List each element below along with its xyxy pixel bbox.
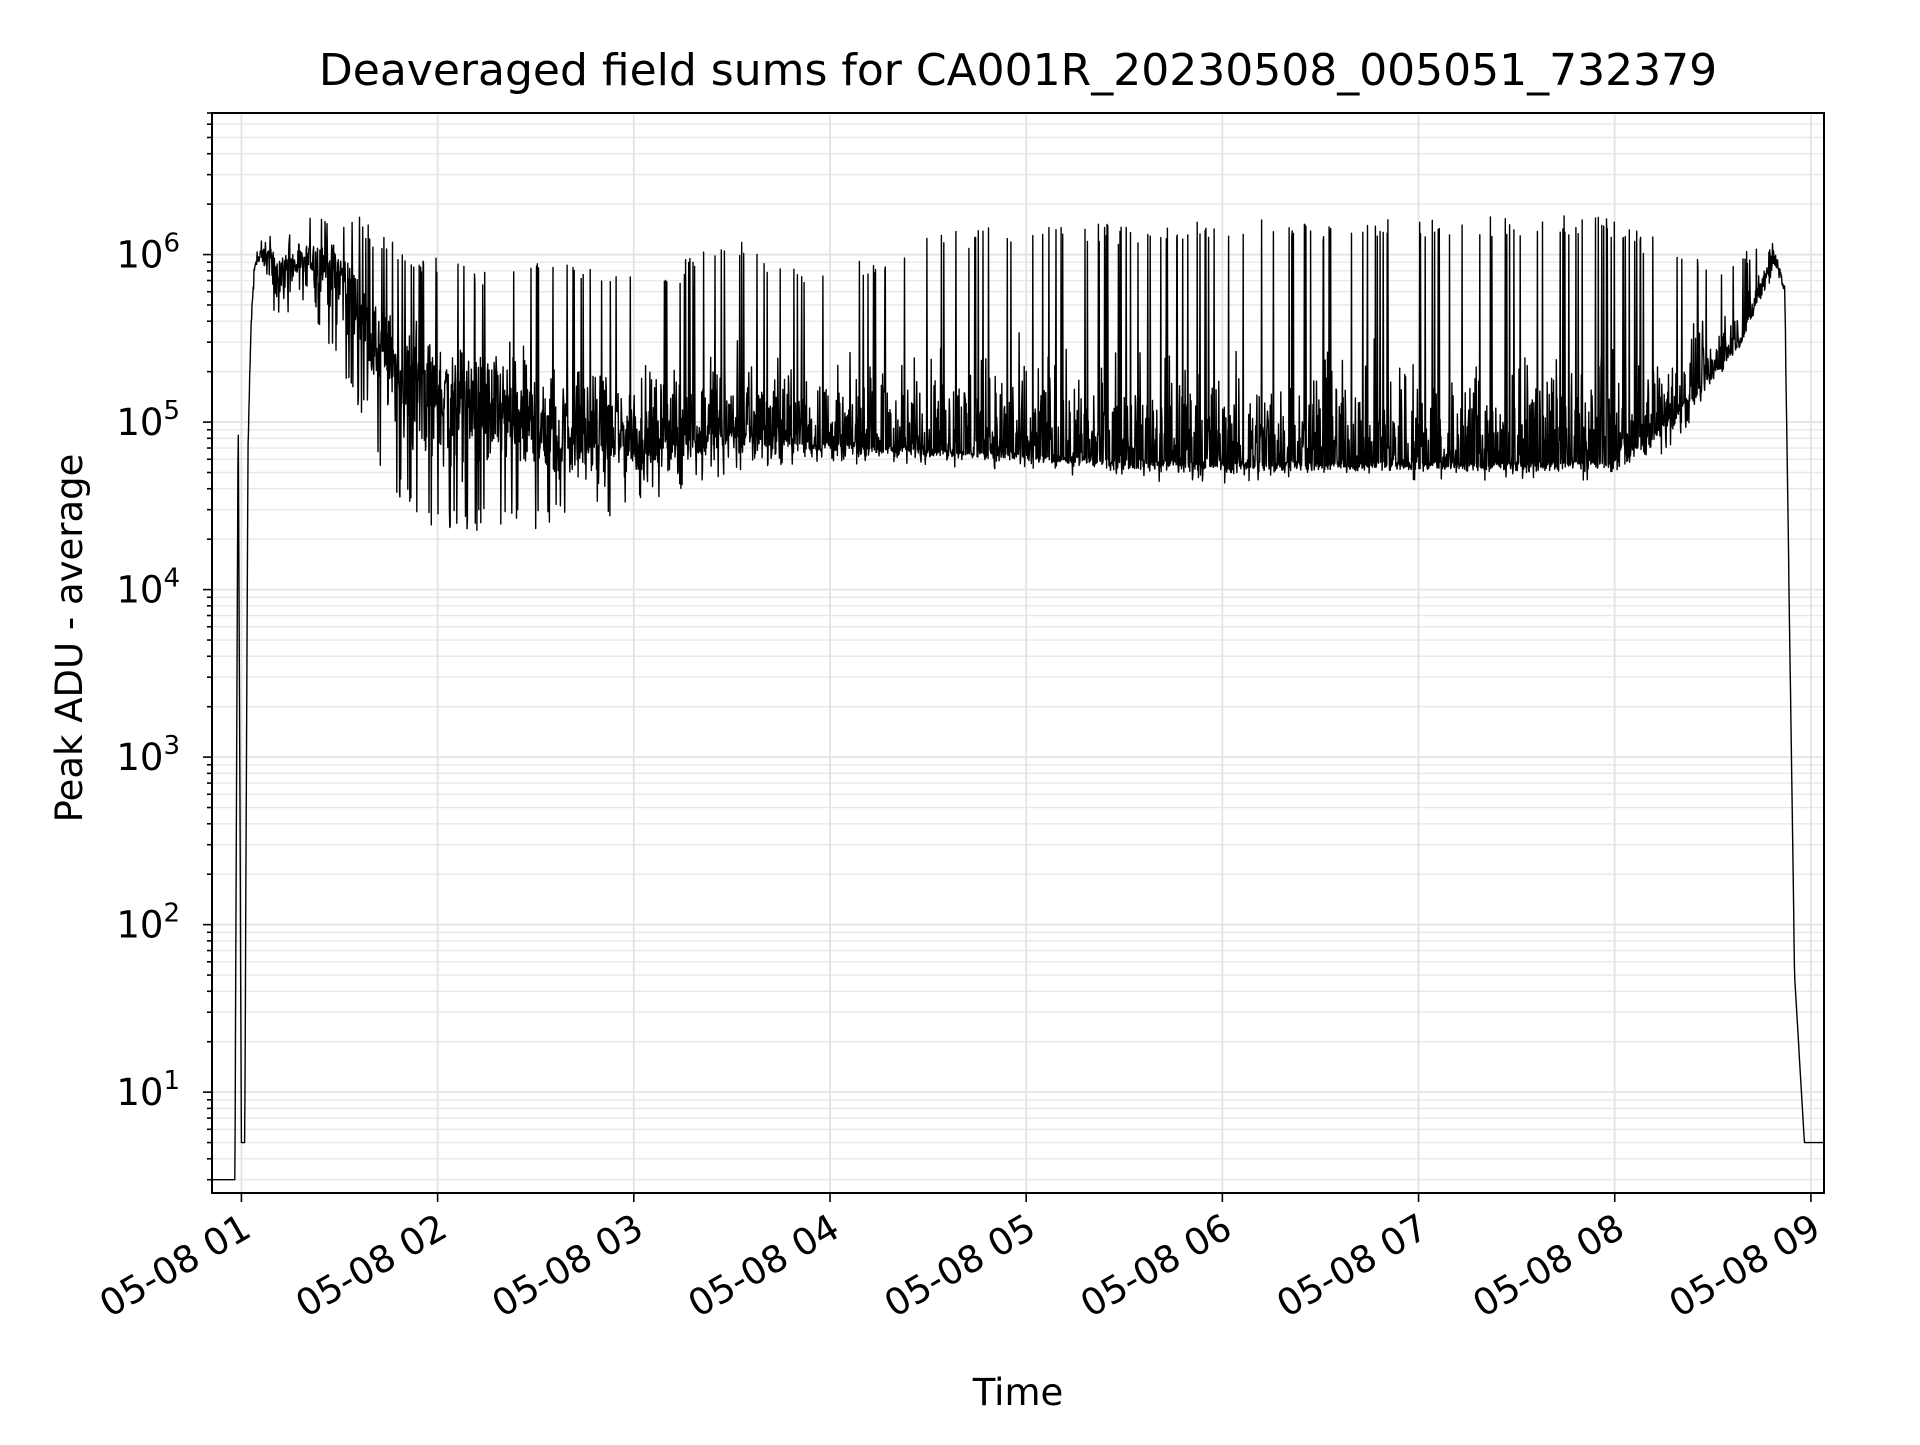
y-tick-label: 106 — [116, 229, 180, 277]
x-tick-label: 05-08 09 — [1662, 1206, 1828, 1326]
y-tick-label: 105 — [116, 396, 180, 444]
chart-title: Deaveraged field sums for CA001R_2023050… — [319, 45, 1717, 96]
y-tick-label: 102 — [116, 899, 180, 947]
series-line — [211, 215, 1825, 1181]
x-tick-label: 05-08 03 — [485, 1206, 651, 1326]
plot-frame — [211, 112, 1825, 1194]
x-axis-ticks: 05-08 01 05-08 02 05-08 03 05-08 04 05-08 05… — [92, 1193, 1827, 1326]
x-tick-label: 05-08 02 — [289, 1206, 455, 1326]
x-tick-label: 05-08 01 — [92, 1206, 258, 1326]
x-axis-label: Time — [972, 1371, 1064, 1414]
x-tick-label: 05-08 06 — [1073, 1206, 1239, 1326]
series-layer — [211, 215, 1825, 1181]
x-tick-label: 05-08 07 — [1269, 1206, 1435, 1326]
y-axis-label: Peak ADU - average — [48, 454, 91, 823]
x-tick-label: 05-08 04 — [681, 1206, 847, 1326]
x-tick-label: 05-08 08 — [1466, 1206, 1632, 1326]
y-tick-label: 103 — [116, 731, 180, 779]
x-tick-label: 05-08 05 — [877, 1206, 1043, 1326]
y-tick-label: 104 — [116, 564, 180, 612]
y-tick-label: 101 — [116, 1066, 180, 1114]
y-axis-ticks: 101 102 103 104 105 106 — [116, 112, 212, 1181]
